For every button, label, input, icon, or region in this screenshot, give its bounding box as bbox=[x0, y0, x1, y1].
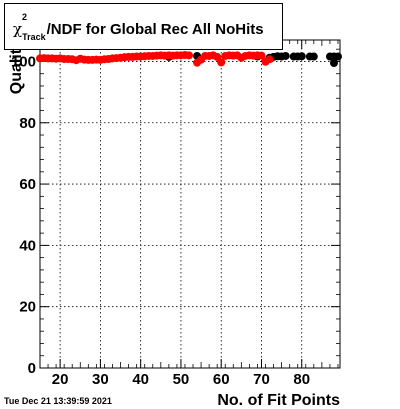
date-stamp: Tue Dec 21 13:39:59 2021 bbox=[4, 396, 112, 406]
x-tick-label: 40 bbox=[132, 371, 149, 388]
x-tick-label: 50 bbox=[173, 371, 190, 388]
y-tick-label: 60 bbox=[19, 176, 36, 193]
title-box: χ 2 Track/NDF for Global Rec All NoHits bbox=[4, 3, 283, 50]
data-point bbox=[297, 52, 306, 61]
y-tick-label: 20 bbox=[19, 299, 36, 316]
y-tick-label: 40 bbox=[19, 237, 36, 254]
y-tick-label: 0 bbox=[28, 360, 36, 377]
tick-labels: 20 30 40 50 60 70 80 0 20 40 60 80 100 bbox=[11, 53, 310, 388]
x-axis-title: No. of Fit Points bbox=[217, 392, 340, 409]
x-tick-label: 30 bbox=[92, 371, 109, 388]
title-rest: /NDF for Global Rec All NoHits bbox=[46, 21, 264, 38]
y-axis-title: Quality bbox=[8, 40, 25, 94]
data-point bbox=[329, 58, 338, 67]
data-point bbox=[281, 51, 290, 60]
y-tick-label: 80 bbox=[19, 115, 36, 132]
x-tick-label: 70 bbox=[253, 371, 270, 388]
data-points bbox=[36, 51, 342, 67]
chart-title: χ 2 Track/NDF for Global Rec All NoHits bbox=[13, 12, 264, 42]
plot-frame bbox=[39, 39, 341, 369]
title-subscript: Track bbox=[22, 32, 46, 42]
data-point bbox=[265, 55, 274, 64]
data-point bbox=[309, 52, 318, 61]
title-chi-symbol: χ bbox=[13, 20, 23, 38]
data-point bbox=[213, 52, 222, 61]
x-tick-label: 80 bbox=[293, 371, 310, 388]
y-tick-label: 100 bbox=[11, 53, 36, 70]
data-point bbox=[217, 58, 226, 67]
data-point bbox=[333, 52, 342, 61]
grid-lines bbox=[40, 40, 340, 369]
data-point bbox=[184, 51, 193, 60]
title-superscript: 2 bbox=[22, 12, 28, 22]
data-point bbox=[257, 51, 266, 60]
x-tick-label: 20 bbox=[52, 371, 69, 388]
x-tick-label: 60 bbox=[213, 371, 230, 388]
